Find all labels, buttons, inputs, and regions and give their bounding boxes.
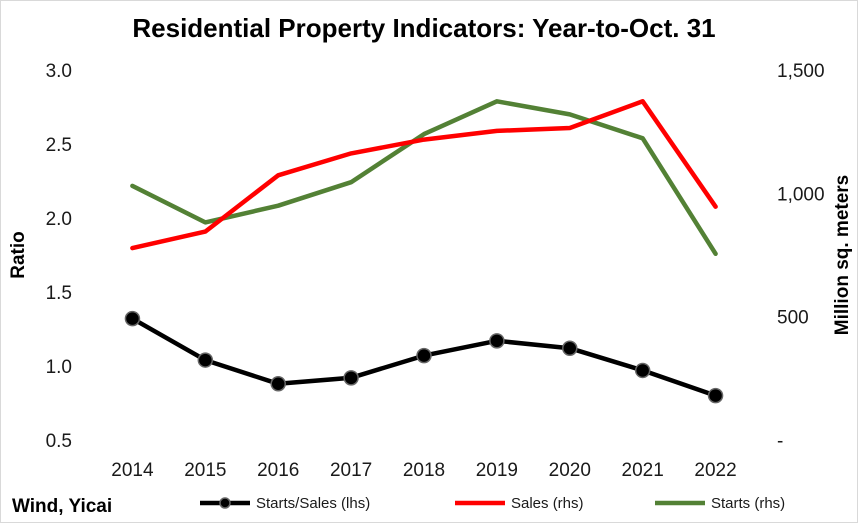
data-point <box>197 352 214 368</box>
x-tick-label: 2015 <box>184 460 226 481</box>
right-axis-ticks: - 500 1,000 1,500 <box>777 61 825 452</box>
legend-marker <box>219 497 231 509</box>
x-axis-ticks: 2014 2015 2016 2017 2018 2019 2020 2021 2022 <box>111 460 736 481</box>
data-point <box>707 387 724 404</box>
right-tick-label: 500 <box>777 308 809 329</box>
legend: Starts/Sales (lhs) Sales (rhs) Starts (rhs… <box>200 495 785 512</box>
series-line-sales-rhs <box>130 99 718 251</box>
x-tick-label: 2017 <box>330 460 372 481</box>
left-tick-label: 2.5 <box>46 135 72 156</box>
chart-title: Residential Property Indicators: Year-to… <box>132 13 715 43</box>
data-point <box>634 362 651 379</box>
data-point <box>270 376 286 392</box>
left-tick-label: 1.0 <box>46 357 72 378</box>
right-tick-label: - <box>777 431 783 452</box>
source-note: Wind, Yicai <box>12 496 112 517</box>
left-axis-ticks: 0.5 1.0 1.5 2.0 2.5 3.0 <box>46 61 72 452</box>
data-point <box>416 347 432 364</box>
left-axis-label: Ratio <box>8 231 29 279</box>
x-tick-label: 2021 <box>622 460 664 481</box>
x-tick-label: 2019 <box>476 460 518 481</box>
x-tick-label: 2014 <box>111 460 154 481</box>
legend-label: Starts (rhs) <box>711 495 785 512</box>
legend-label: Sales (rhs) <box>511 495 584 512</box>
legend-label: Starts/Sales (lhs) <box>256 495 370 512</box>
right-axis-label: Million sq. meters <box>832 175 853 335</box>
x-tick-label: 2020 <box>549 460 591 481</box>
data-point <box>489 333 505 349</box>
right-tick-label: 1,000 <box>777 184 825 205</box>
left-tick-label: 0.5 <box>46 431 72 452</box>
x-tick-label: 2018 <box>403 460 445 481</box>
data-point <box>124 310 141 327</box>
data-point <box>562 340 578 356</box>
left-tick-label: 3.0 <box>46 61 72 82</box>
data-point <box>343 370 359 386</box>
series-line-starts-rhs <box>130 99 718 257</box>
x-tick-label: 2022 <box>694 460 736 481</box>
left-tick-label: 1.5 <box>46 283 72 304</box>
x-tick-label: 2016 <box>257 460 299 481</box>
series-layer <box>124 99 724 404</box>
left-tick-label: 2.0 <box>46 209 72 230</box>
right-tick-label: 1,500 <box>777 61 825 82</box>
